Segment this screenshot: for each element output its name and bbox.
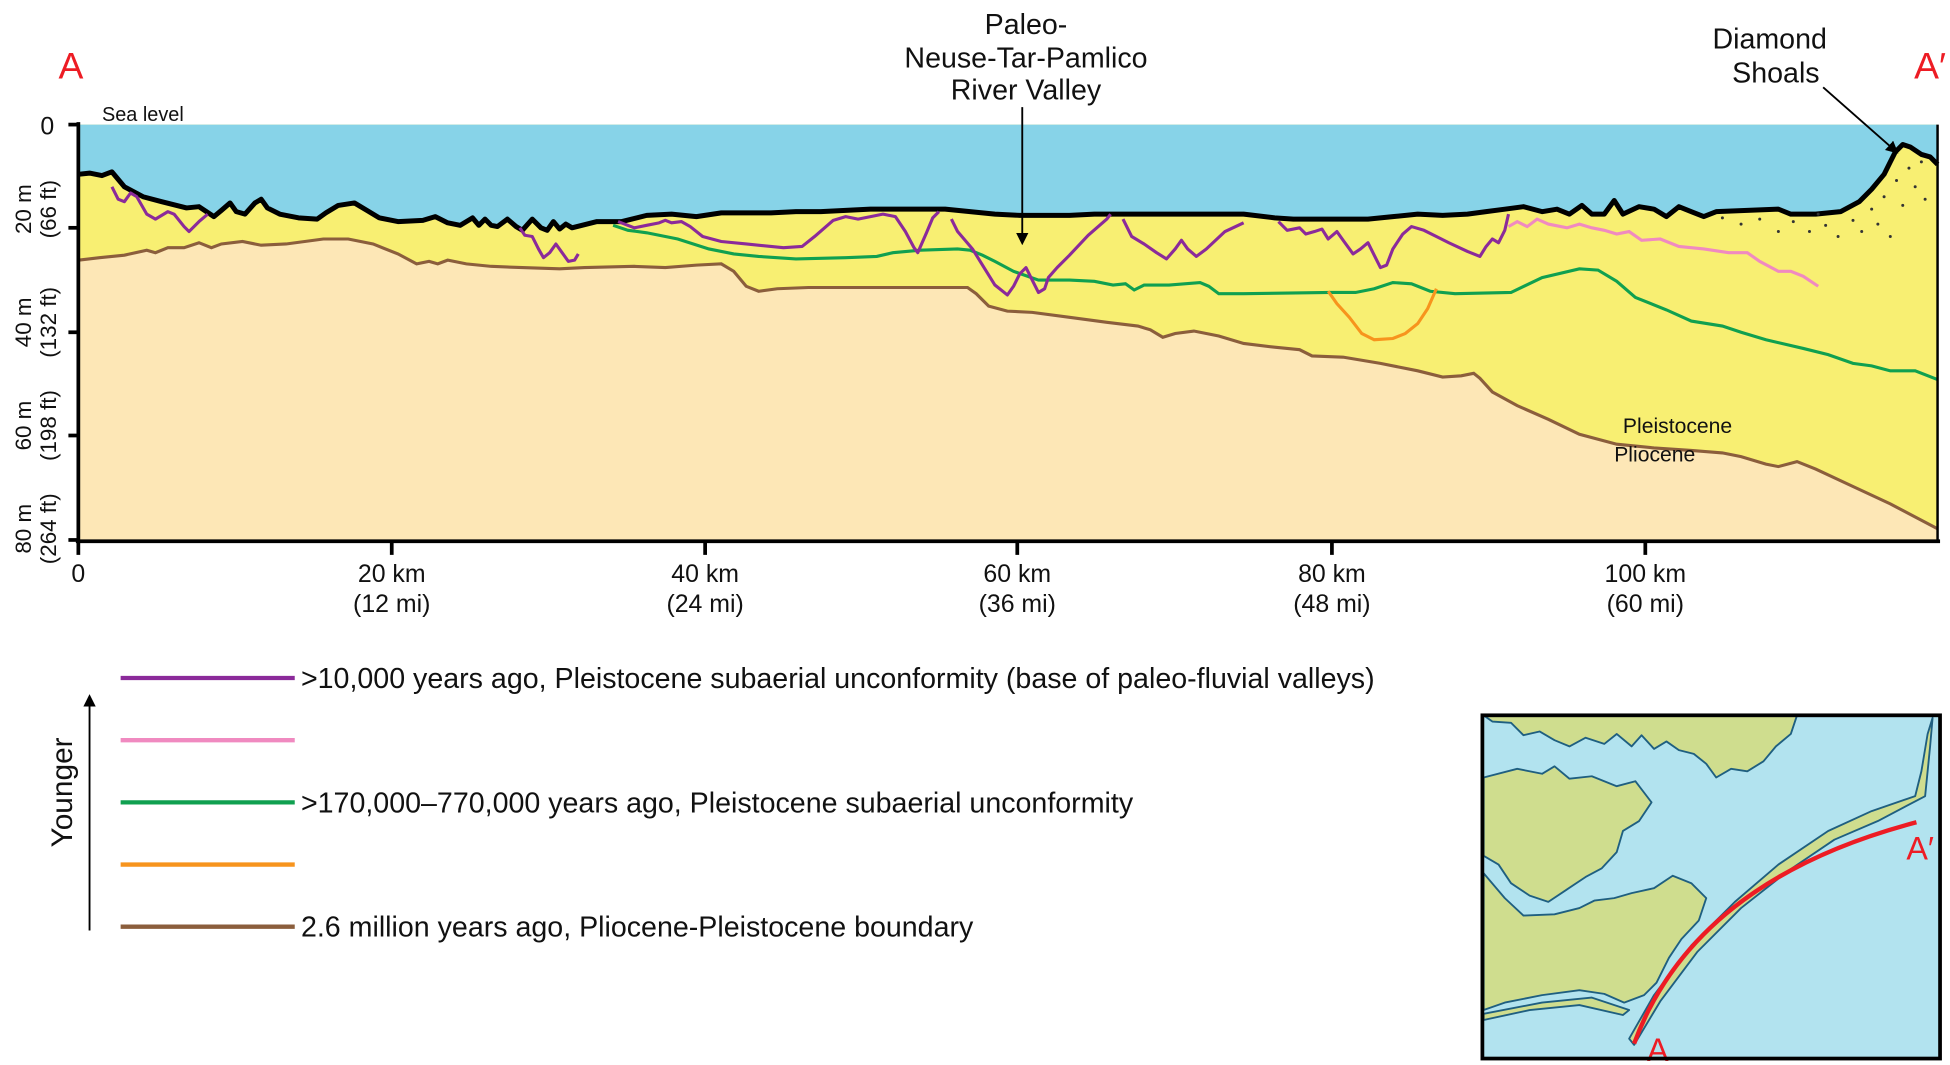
y-tick-label-0: 0 bbox=[40, 113, 54, 141]
valley-label-line-2: Neuse-Tar-Pamlico bbox=[904, 42, 1147, 74]
depth-ft: (66 ft) bbox=[36, 180, 61, 238]
depth-m: 80 m bbox=[11, 504, 36, 554]
y-tick-label-40m: 40 m (132 ft) bbox=[11, 287, 61, 358]
shoal-sand-dots bbox=[1720, 160, 1927, 239]
pliocene-pleistocene-boundary-line bbox=[78, 237, 1939, 531]
x-tick-label-80km: 80 km bbox=[1298, 560, 1366, 588]
x-tick-label-12mi: (12 mi) bbox=[353, 590, 430, 618]
depth-m: 40 m bbox=[11, 297, 36, 347]
pleistocene-label: Pleistocene bbox=[1623, 415, 1732, 438]
green-unconformity-line bbox=[612, 223, 1939, 381]
depth-ft: (264 ft) bbox=[36, 493, 61, 564]
depth-m: 20 m bbox=[11, 184, 36, 234]
section-line-on-map bbox=[1632, 820, 1917, 1045]
x-tick-label-40km: 40 km bbox=[671, 560, 739, 588]
legend-text-green: >170,000–770,000 years ago, Pleistocene … bbox=[301, 787, 1134, 819]
sea-level-label: Sea level bbox=[102, 104, 184, 126]
map-frame bbox=[1480, 713, 1942, 1061]
y-tick-label-60m: 60 m (198 ft) bbox=[11, 390, 61, 461]
map-land-north bbox=[1482, 715, 1798, 779]
shoals-label-line-2: Shoals bbox=[1732, 57, 1819, 89]
shoals-label-line-1: Diamond bbox=[1712, 24, 1826, 56]
seafloor-line bbox=[78, 142, 1940, 233]
map-barrier-south bbox=[1482, 996, 1631, 1021]
pliocene-label: Pliocene bbox=[1614, 444, 1695, 467]
section-end-label: A′ bbox=[1914, 45, 1946, 87]
x-axis-ticks bbox=[76, 541, 1648, 555]
legend-item-green: >170,000–770,000 years ago, Pleistocene … bbox=[120, 787, 1134, 819]
x-tick-label-60km: 60 km bbox=[983, 560, 1051, 588]
purple-unconformity-lines bbox=[110, 186, 1511, 297]
x-tick-label-20km: 20 km bbox=[358, 560, 426, 588]
orange-unconformity-line bbox=[1326, 288, 1438, 342]
map-end-label: A′ bbox=[1906, 831, 1934, 867]
x-tick-label-48mi: (48 mi) bbox=[1293, 590, 1370, 618]
legend-item-brown: 2.6 million years ago, Pliocene-Pleistoc… bbox=[120, 912, 974, 944]
cross-section bbox=[68, 122, 1941, 555]
younger-label: Younger bbox=[46, 737, 79, 847]
valley-label-line-3: River Valley bbox=[951, 75, 1102, 107]
x-tick-label-0: 0 bbox=[71, 560, 85, 588]
water bbox=[78, 124, 1938, 231]
legend-text-purple: >10,000 years ago, Pleistocene subaerial… bbox=[301, 663, 1375, 695]
valley-label-line-1: Paleo- bbox=[985, 9, 1068, 41]
map-land-middle bbox=[1482, 765, 1653, 903]
y-tick-label-80m: 80 m (264 ft) bbox=[11, 493, 61, 564]
pink-unconformity-line bbox=[1507, 217, 1820, 288]
x-tick-label-36mi: (36 mi) bbox=[979, 590, 1056, 618]
legend-item-purple: >10,000 years ago, Pleistocene subaerial… bbox=[120, 663, 1375, 695]
y-axis-ticks bbox=[68, 122, 79, 542]
legend: Younger >10,000 years ago, Pleistocene s… bbox=[46, 663, 1374, 944]
legend-text-brown: 2.6 million years ago, Pliocene-Pleistoc… bbox=[301, 912, 974, 944]
y-tick-label-20m: 20 m (66 ft) bbox=[11, 180, 61, 238]
x-tick-label-100km: 100 km bbox=[1605, 560, 1687, 588]
map-land-south bbox=[1482, 872, 1708, 1011]
inset-map: A A′ bbox=[1480, 713, 1942, 1065]
depth-ft: (198 ft) bbox=[36, 390, 61, 461]
map-outer-banks bbox=[1628, 716, 1934, 1046]
section-start-label: A bbox=[58, 45, 83, 87]
depth-m: 60 m bbox=[11, 401, 36, 451]
x-tick-label-60mi: (60 mi) bbox=[1607, 590, 1684, 618]
x-tick-label-24mi: (24 mi) bbox=[666, 590, 743, 618]
depth-ft: (132 ft) bbox=[36, 287, 61, 358]
shoals-arrow bbox=[1822, 86, 1899, 154]
